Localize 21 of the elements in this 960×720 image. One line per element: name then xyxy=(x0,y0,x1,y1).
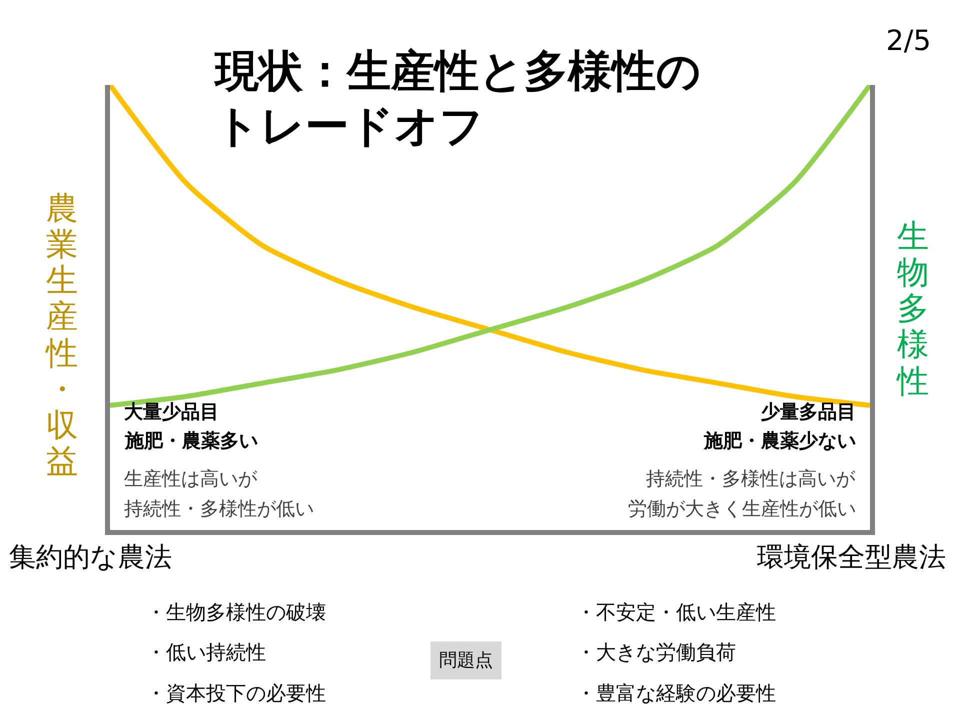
text: ・大きな労働負荷 xyxy=(576,640,736,664)
annotation: 持続性・多様性は高いが xyxy=(646,468,856,490)
text: ・低い持続性 xyxy=(146,640,266,664)
text: ・資本投下の必要性 xyxy=(146,681,326,705)
text: ・不安定・低い生産性 xyxy=(576,600,776,624)
text: 集約的な農法 xyxy=(9,542,172,573)
annotation: 施肥・農薬多い xyxy=(124,430,258,452)
annotation: 施肥・農薬少ない xyxy=(703,430,856,452)
chart-title: 現状：生産性と多様性のトレードオフ xyxy=(215,45,702,154)
annotation: 労働が大きく生産性が低い xyxy=(628,498,856,520)
text: 2/5 xyxy=(886,24,932,57)
text: ・生物多様性の破壊 xyxy=(146,600,326,624)
annotation: 大量少品目 xyxy=(124,401,219,423)
annotation: 生産性は高いが xyxy=(124,468,258,490)
y2-axis-title: 生物多様性 xyxy=(895,217,930,400)
text: ・豊富な経験の必要性 xyxy=(576,681,776,705)
annotation: 持続性・多様性が低い xyxy=(124,498,314,520)
annotation: 少量多品目 xyxy=(761,401,856,423)
text: 問題点 xyxy=(439,650,493,671)
y-axis-title: 農業生産性・収益 xyxy=(44,189,79,480)
text: 環境保全型農法 xyxy=(757,542,946,573)
